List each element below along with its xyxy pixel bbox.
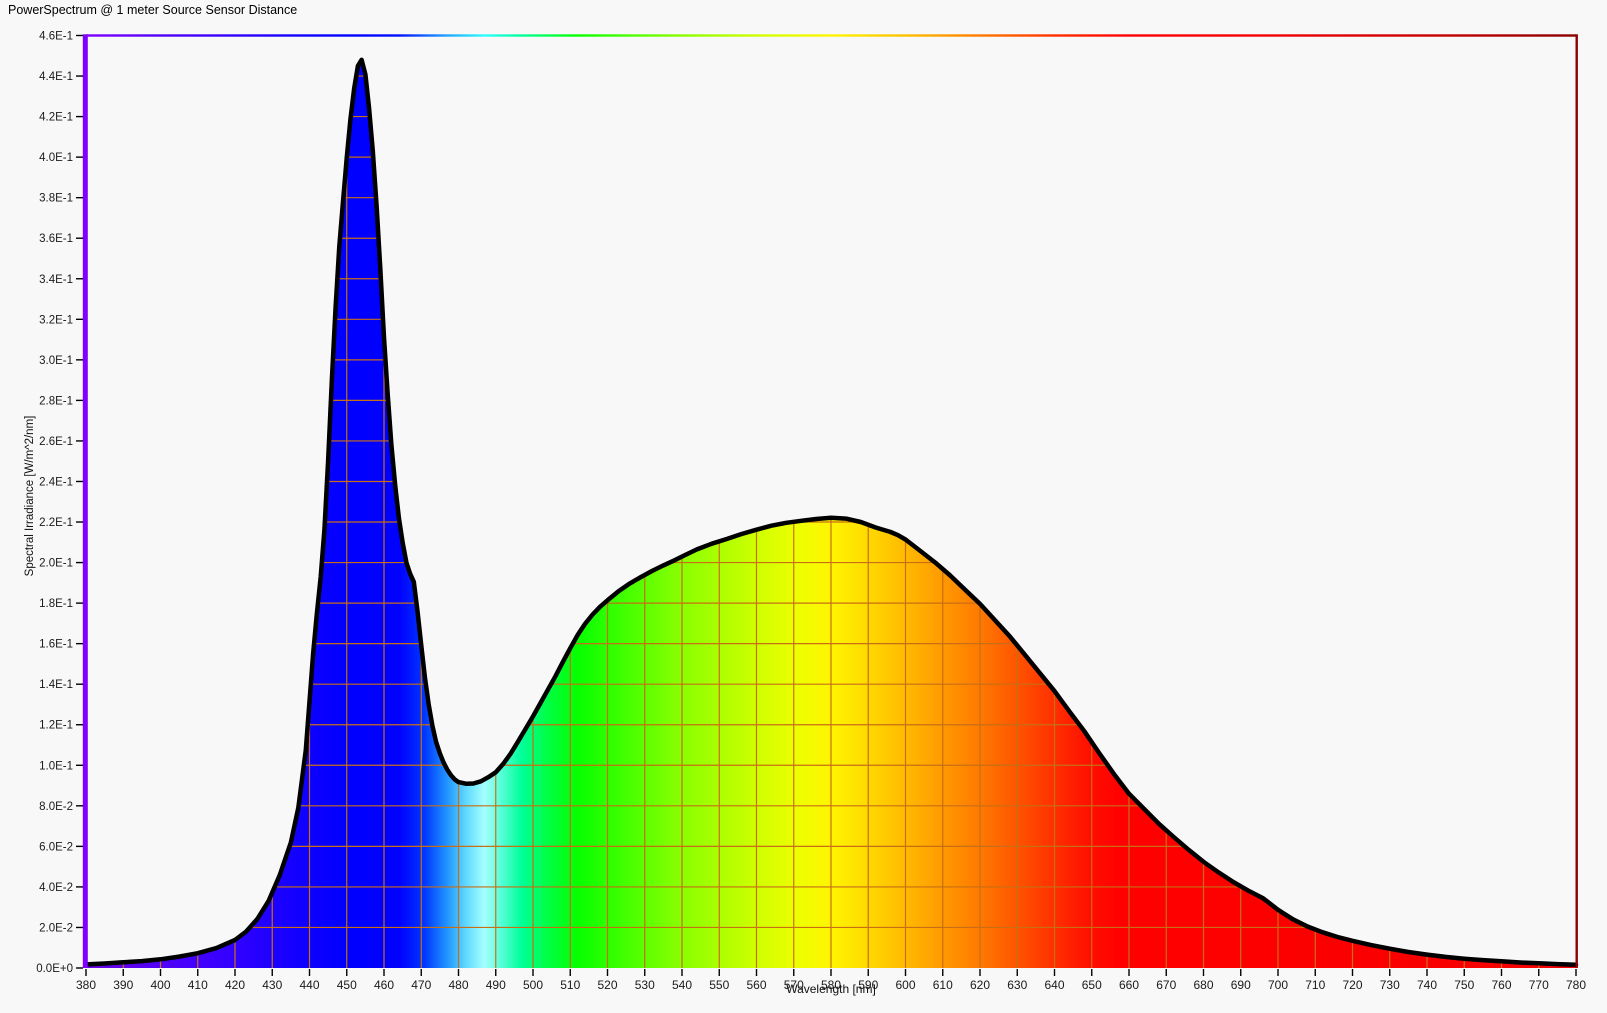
y-tick-label: 4.0E-2 [39, 882, 73, 894]
y-tick-label: 6.0E-2 [39, 841, 73, 853]
x-tick-label: 750 [1454, 978, 1474, 992]
x-tick-label: 540 [672, 978, 692, 992]
x-tick-labels: 380 390 400 410 420 430 440 450 460 470 480 490 500 5… [76, 978, 1586, 992]
x-tick-label: 770 [1529, 978, 1549, 992]
y-tick-label: 1.0E-1 [39, 760, 73, 772]
y-tick-label: 3.0E-1 [39, 355, 73, 367]
x-axis-title: Wavelength [nm] [786, 982, 876, 996]
x-tick-label: 460 [374, 978, 394, 992]
y-tick-label: 0.0E+0 [36, 963, 73, 975]
y-tick-labels: 0.0E+0 2.0E-2 4.0E-2 6.0E-2 8.0E-2 1.0E-1 1.2E… [36, 31, 73, 976]
x-tick-label: 640 [1044, 978, 1064, 992]
y-tick-label: 3.2E-1 [39, 314, 73, 326]
x-tick-label: 530 [635, 978, 655, 992]
x-tick-label: 720 [1342, 978, 1362, 992]
x-tick-label: 400 [150, 978, 170, 992]
x-tick-label: 520 [597, 978, 617, 992]
x-tick-label: 580 [821, 978, 841, 992]
y-tick-label: 1.8E-1 [39, 598, 73, 610]
y-tick-label: 8.0E-2 [39, 801, 73, 813]
x-tick-label: 670 [1156, 978, 1176, 992]
right-border [1575, 34, 1578, 969]
x-tick-label: 730 [1380, 978, 1400, 992]
x-tick-label: 650 [1082, 978, 1102, 992]
y-tick-label: 4.4E-1 [39, 71, 73, 83]
x-tick-label: 710 [1305, 978, 1325, 992]
y-tick-label: 2.8E-1 [39, 395, 73, 407]
chart-title: PowerSpectrum @ 1 meter Source Sensor Di… [8, 3, 298, 17]
y-tick-label: 4.2E-1 [39, 112, 73, 124]
x-tick-label: 700 [1268, 978, 1288, 992]
y-tick-label: 1.4E-1 [39, 679, 73, 691]
x-tick-label: 420 [225, 978, 245, 992]
x-tick-label: 680 [1193, 978, 1213, 992]
y-axis-line [82, 34, 88, 969]
x-tick-label: 440 [299, 978, 319, 992]
y-tick-label: 4.6E-1 [39, 31, 73, 43]
x-tick-label: 390 [113, 978, 133, 992]
spectrum-curve [83, 57, 1579, 968]
x-tick-label: 610 [933, 978, 953, 992]
y-tick-label: 2.0E-2 [39, 922, 73, 934]
x-tick-label: 410 [188, 978, 208, 992]
y-tick-label: 3.4E-1 [39, 274, 73, 286]
x-tick-label: 630 [1007, 978, 1027, 992]
y-tick-label: 2.2E-1 [39, 517, 73, 529]
y-tick-label: 2.0E-1 [39, 558, 73, 570]
x-tick-label: 480 [448, 978, 468, 992]
x-tick-label: 620 [970, 978, 990, 992]
grid-lines [86, 59, 1576, 968]
x-tick-label: 780 [1566, 978, 1586, 992]
x-tick-label: 490 [486, 978, 506, 992]
x-tick-label: 500 [523, 978, 543, 992]
top-border-spectrum [86, 34, 1576, 37]
y-tick-label: 4.0E-1 [39, 152, 73, 164]
x-tick-label: 550 [709, 978, 729, 992]
y-tick-label: 1.2E-1 [39, 720, 73, 732]
y-tick-label: 3.6E-1 [39, 233, 73, 245]
x-tick-label: 560 [746, 978, 766, 992]
y-tick-label: 2.6E-1 [39, 436, 73, 448]
x-tick-label: 510 [560, 978, 580, 992]
x-tick-label: 590 [858, 978, 878, 992]
x-tick-label: 450 [337, 978, 357, 992]
axis-ticks [76, 34, 1577, 976]
x-tick-label: 660 [1119, 978, 1139, 992]
x-tick-label: 760 [1491, 978, 1511, 992]
y-tick-label: 2.4E-1 [39, 476, 73, 488]
y-tick-label: 3.8E-1 [39, 193, 73, 205]
y-tick-label: 1.6E-1 [39, 639, 73, 651]
x-tick-label: 430 [262, 978, 282, 992]
x-tick-label: 600 [895, 978, 915, 992]
x-tick-label: 740 [1417, 978, 1437, 992]
x-tick-label: 690 [1231, 978, 1251, 992]
x-tick-label: 570 [784, 978, 804, 992]
x-tick-label: 470 [411, 978, 431, 992]
x-tick-label: 380 [76, 978, 96, 992]
